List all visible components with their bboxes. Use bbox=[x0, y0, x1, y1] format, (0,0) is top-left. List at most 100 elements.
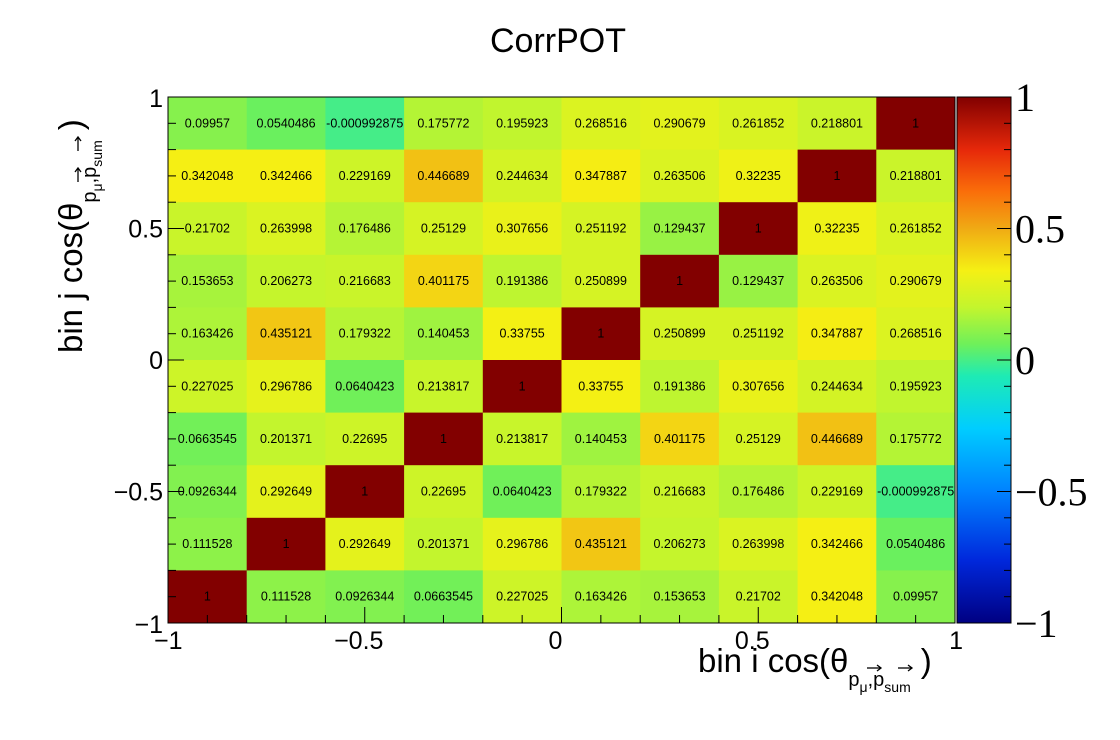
heatmap-cell bbox=[797, 202, 877, 256]
cell-value-label: 0.263998 bbox=[732, 537, 784, 551]
cell-value-label: 0.140453 bbox=[575, 432, 627, 446]
cell-value-label: 0.25129 bbox=[421, 222, 466, 236]
cell-value-label: 0.176486 bbox=[732, 485, 784, 499]
heatmap-cell bbox=[640, 254, 720, 308]
cell-value-label: 1 bbox=[361, 485, 368, 499]
cell-value-label: 0.435121 bbox=[260, 327, 312, 341]
cell-value-label: 0.268516 bbox=[890, 327, 942, 341]
heatmap-cell bbox=[325, 254, 405, 308]
heatmap-cell bbox=[561, 149, 641, 203]
cell-value-label: 0.175772 bbox=[890, 432, 942, 446]
heatmap-cell bbox=[246, 360, 326, 414]
heatmap-cell bbox=[640, 97, 720, 151]
y-label-arrows bbox=[74, 135, 82, 182]
cell-value-label: 0.179322 bbox=[339, 327, 391, 341]
heatmap-cell bbox=[561, 307, 641, 361]
heatmap-cell bbox=[640, 412, 720, 466]
cell-value-label: 0.263506 bbox=[811, 274, 863, 288]
x-axis-label-sub-psum: p bbox=[873, 669, 884, 691]
x-axis-label-sub-p: p bbox=[848, 669, 859, 691]
cell-value-label: 0.401175 bbox=[654, 432, 705, 446]
cell-value-label: 0.32235 bbox=[814, 222, 859, 236]
heatmap-cell bbox=[718, 149, 799, 203]
cell-value-label: 0.09957 bbox=[893, 590, 938, 604]
y-tick-label: 1 bbox=[149, 85, 163, 113]
heatmap-cell bbox=[404, 465, 484, 519]
cell-value-label: 0.229169 bbox=[339, 169, 391, 183]
cell-value-label: 0.140453 bbox=[417, 327, 469, 341]
heatmap-cell bbox=[876, 465, 956, 519]
cell-value-label: 0.251192 bbox=[575, 222, 626, 236]
cell-value-label: 0.175772 bbox=[417, 116, 469, 130]
cell-value-label: 0.218801 bbox=[890, 169, 942, 183]
heatmap-cell bbox=[876, 202, 956, 256]
heatmap-cell bbox=[797, 465, 877, 519]
cell-value-label: 0.342466 bbox=[811, 537, 863, 551]
cell-value-label: 0.32235 bbox=[736, 169, 781, 183]
cell-value-label: 0.342048 bbox=[811, 590, 863, 604]
heatmap-cell bbox=[640, 149, 720, 203]
heatmap-cell bbox=[640, 465, 720, 519]
heatmap-cell bbox=[168, 149, 248, 203]
heatmap-cell bbox=[561, 517, 641, 571]
cell-value-label: 0.292649 bbox=[339, 537, 391, 551]
cell-value-label: 0.290679 bbox=[890, 274, 942, 288]
heatmap-cell bbox=[482, 307, 562, 361]
heatmap-cell bbox=[168, 570, 248, 624]
heatmap-cell bbox=[718, 202, 799, 256]
cell-value-label: 0.227025 bbox=[496, 590, 548, 604]
heatmap-cell bbox=[404, 570, 484, 624]
cell-value-label: 0.250899 bbox=[575, 274, 627, 288]
x-label-arrows bbox=[867, 664, 914, 672]
heatmap-cell bbox=[482, 412, 562, 466]
x-axis-label-main: bin i cos(θ bbox=[698, 642, 848, 679]
cell-value-label: 0.435121 bbox=[575, 537, 627, 551]
heatmap-cell bbox=[325, 412, 405, 466]
cell-value-label: -0.000992875 bbox=[877, 485, 954, 499]
colorbar-tick-label: 1 bbox=[1015, 75, 1035, 120]
heatmap-cell bbox=[404, 307, 484, 361]
heatmap-cell bbox=[325, 465, 405, 519]
cell-value-label: 0.09957 bbox=[185, 116, 230, 130]
cell-value-label: 0.22695 bbox=[421, 485, 466, 499]
heatmap-cell bbox=[404, 202, 484, 256]
heatmap-cell bbox=[718, 254, 799, 308]
heatmap-cell bbox=[718, 97, 799, 151]
heatmap-cell bbox=[404, 517, 484, 571]
cell-value-label: 0.216683 bbox=[653, 485, 705, 499]
heatmap-cell bbox=[246, 570, 326, 624]
heatmap-cell bbox=[168, 412, 248, 466]
heatmap-cell bbox=[246, 307, 326, 361]
y-axis-label-sub-mu: μ bbox=[89, 183, 105, 191]
cell-value-label: 0.347887 bbox=[811, 327, 863, 341]
heatmap-cell bbox=[482, 360, 562, 414]
cell-value-label: 1 bbox=[283, 537, 290, 551]
y-tick-label: 0.5 bbox=[128, 216, 163, 244]
y-axis-label-sub-psum: p bbox=[79, 167, 101, 178]
heatmap-cell bbox=[561, 570, 641, 624]
heatmap-cell bbox=[246, 97, 326, 151]
cell-value-label: 0.244634 bbox=[496, 169, 548, 183]
y-axis: −1 −0.5 0 0.5 1 bbox=[114, 85, 184, 639]
chart-title: CorrPOT bbox=[490, 22, 626, 60]
x-tick-label: −1 bbox=[154, 627, 183, 655]
x-axis: −1 −0.5 0 0.5 1 bbox=[154, 607, 963, 655]
cell-value-label: 0.296786 bbox=[260, 379, 312, 393]
heatmap-cell bbox=[876, 254, 956, 308]
cell-value-label: 0.0540486 bbox=[886, 537, 945, 551]
cell-value-label: 0.292649 bbox=[260, 485, 312, 499]
x-tick-label: 0.5 bbox=[735, 627, 770, 655]
heatmap-cell bbox=[876, 307, 956, 361]
cell-value-label: 1 bbox=[755, 222, 762, 236]
heatmap-cell bbox=[718, 465, 799, 519]
cell-value-label: 1 bbox=[833, 169, 840, 183]
heatmap-cell bbox=[325, 149, 405, 203]
heatmap-cell bbox=[797, 517, 877, 571]
cell-value-label: 1 bbox=[597, 327, 604, 341]
cell-value-label: 0.250899 bbox=[653, 327, 705, 341]
cell-value-label: 0.446689 bbox=[417, 169, 469, 183]
heatmap-cell bbox=[168, 517, 248, 571]
cell-value-label: 0.163426 bbox=[575, 590, 627, 604]
cell-value-label: -0.000992875 bbox=[326, 116, 403, 130]
heatmap-cell bbox=[718, 307, 799, 361]
